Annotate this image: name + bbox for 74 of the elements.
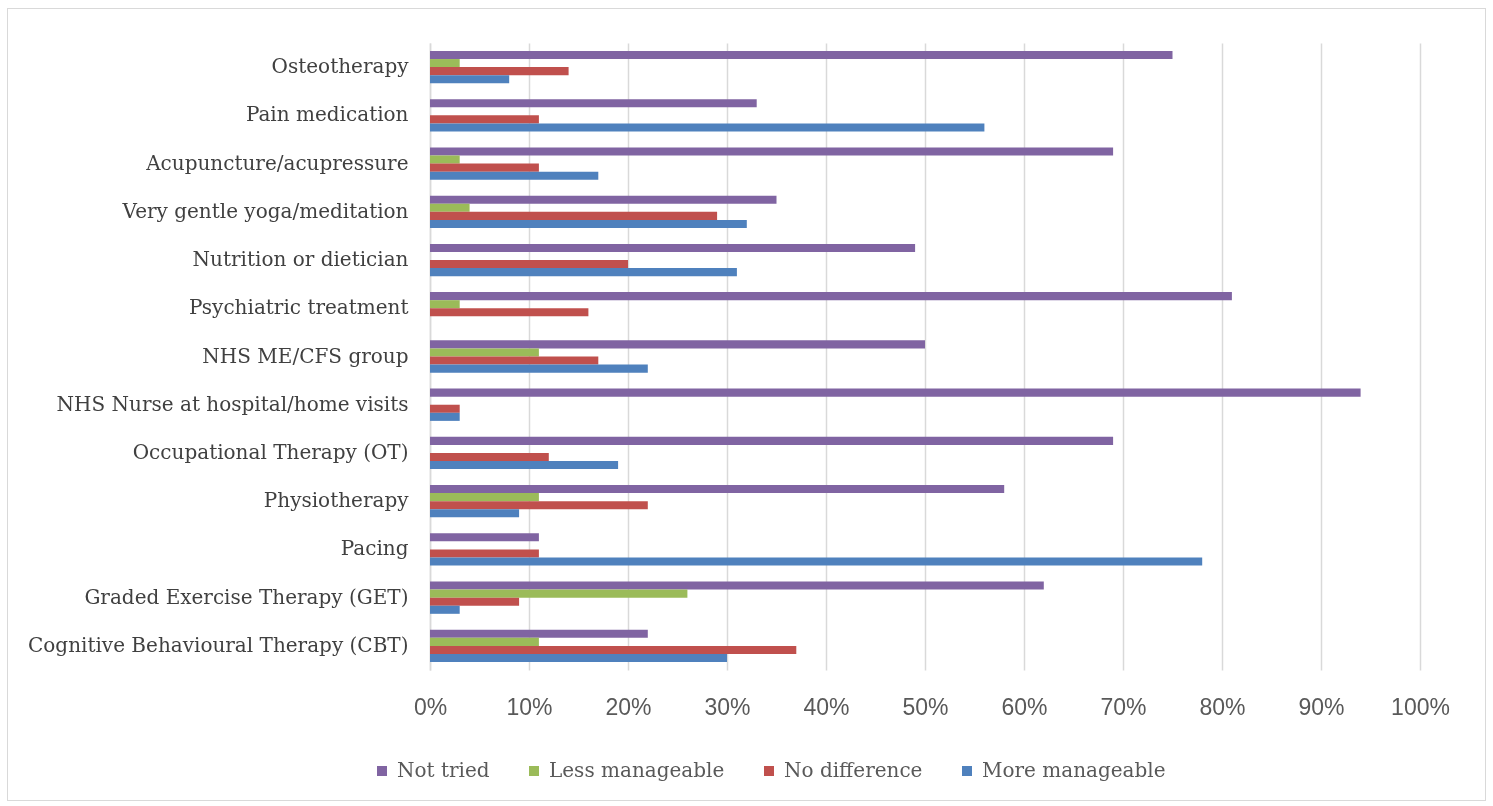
bar [430, 147, 1114, 156]
bar [430, 549, 539, 558]
bar [430, 260, 628, 269]
x-tick-label: 100% [1391, 693, 1450, 720]
bar [430, 211, 718, 220]
bar [430, 67, 569, 76]
y-tick-label: Osteotherapy [271, 54, 410, 79]
x-tick-label: 30% [704, 693, 751, 720]
legend-label: Less manageable [549, 758, 725, 782]
bar [430, 533, 539, 542]
bar [430, 388, 1361, 397]
bar [430, 461, 619, 470]
y-tick-label: Physiotherapy [263, 488, 410, 513]
y-tick-label: Cognitive Behavioural Therapy (CBT) [28, 632, 409, 657]
bar [430, 404, 460, 413]
x-tick-label: 80% [1199, 693, 1246, 720]
bar [430, 509, 520, 518]
bar [430, 292, 1232, 301]
y-tick-label: Acupuncture/acupressure [145, 150, 409, 175]
bar [430, 485, 1005, 494]
bar [430, 436, 1114, 445]
x-tick-label: 10% [506, 693, 553, 720]
bar [430, 364, 648, 373]
y-tick-label: NHS ME/CFS group [202, 343, 409, 368]
bar [430, 629, 648, 638]
legend-label: More manageable [982, 758, 1166, 782]
bar [430, 340, 925, 349]
bar [430, 300, 460, 309]
y-tick-label: Very gentle yoga/meditation [121, 198, 409, 223]
bar [430, 356, 599, 365]
bar [430, 50, 1173, 60]
bar [430, 268, 737, 277]
bar [430, 308, 589, 317]
bar [430, 171, 599, 180]
bar [430, 653, 727, 663]
bar [430, 219, 747, 228]
bar [430, 99, 757, 108]
bar [430, 597, 520, 606]
bar [430, 203, 470, 212]
bar [430, 581, 1044, 590]
bar [430, 155, 460, 164]
bar [430, 605, 460, 614]
x-tick-label: 70% [1100, 693, 1147, 720]
bar [430, 59, 460, 68]
x-tick-label: 50% [902, 693, 949, 720]
bar [430, 123, 985, 132]
bar [430, 75, 510, 84]
x-tick-label: 90% [1298, 693, 1345, 720]
bar [430, 412, 460, 421]
legend-label: No difference [784, 758, 923, 782]
bar [430, 115, 539, 124]
bar [430, 452, 549, 462]
x-tick-label: 0% [413, 693, 448, 720]
bar [430, 557, 1203, 566]
y-tick-label: Nutrition or dietician [192, 247, 409, 272]
y-tick-label: NHS Nurse at hospital/home visits [56, 391, 409, 416]
bar [430, 163, 539, 172]
bar [430, 195, 777, 204]
y-tick-label: Graded Exercise Therapy (GET) [84, 584, 409, 609]
bar [430, 501, 648, 510]
bar [430, 645, 797, 654]
bar [430, 243, 916, 252]
y-tick-label: Pacing [340, 536, 409, 561]
bar [430, 493, 539, 502]
x-tick-label: 20% [605, 693, 652, 720]
bar [430, 637, 539, 646]
legend-label: Not tried [397, 758, 490, 782]
y-tick-label: Psychiatric treatment [188, 295, 409, 320]
x-tick-label: 60% [1001, 693, 1048, 720]
bar [430, 348, 539, 357]
bar [430, 589, 688, 598]
y-tick-label: Pain medication [245, 102, 409, 127]
x-tick-label: 40% [803, 693, 850, 720]
y-tick-label: Occupational Therapy (OT) [132, 439, 409, 464]
